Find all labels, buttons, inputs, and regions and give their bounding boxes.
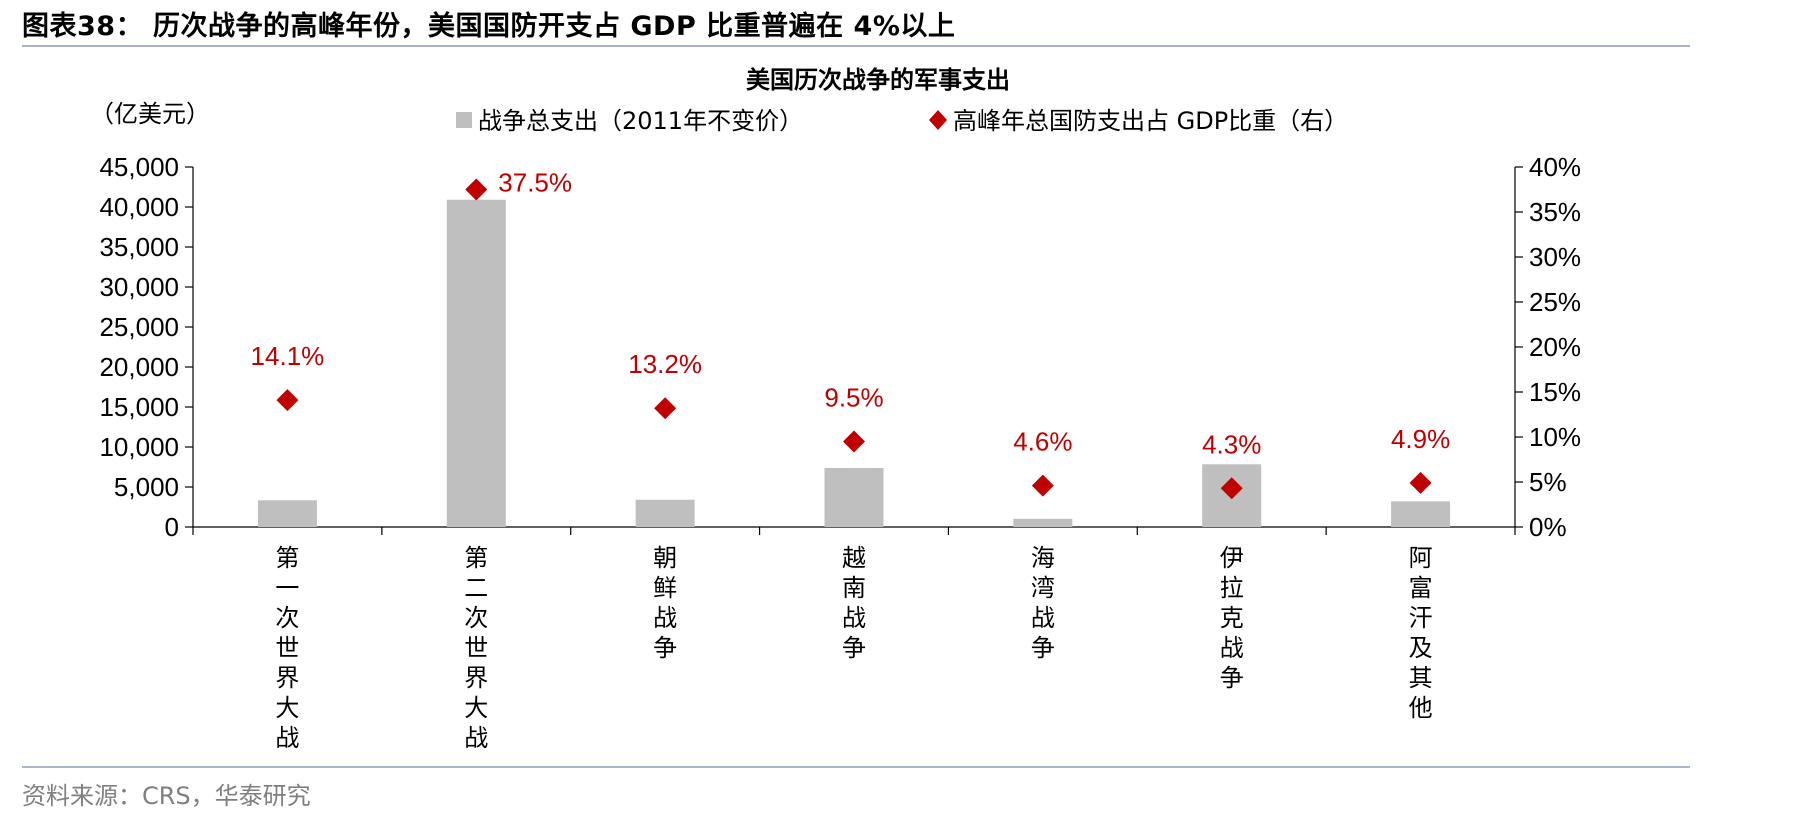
left-axis-tick-label: 0 [165, 512, 179, 542]
data-label: 37.5% [498, 168, 572, 198]
data-label: 13.2% [628, 349, 702, 379]
legend-diamond-label: 高峰年总国防支出占 GDP比重（右） [953, 107, 1348, 135]
right-axis-tick-label: 25% [1529, 287, 1581, 317]
category-label: 越南战争 [842, 544, 866, 662]
data-label: 4.9% [1391, 424, 1450, 454]
bar [1013, 518, 1073, 527]
right-axis-tick-label: 20% [1529, 332, 1581, 362]
left-axis-tick-label: 20,000 [99, 352, 179, 382]
diamond-marker [465, 178, 488, 201]
diamond-marker [1409, 471, 1432, 494]
category-label: 阿富汗及其他 [1409, 544, 1433, 722]
bar [824, 467, 884, 527]
diamond-marker [1220, 477, 1243, 500]
diamond-marker [843, 430, 865, 453]
bar [635, 499, 695, 527]
diamond-marker [1031, 474, 1054, 497]
left-axis-tick-label: 10,000 [99, 432, 179, 462]
category-label: 第一次世界大战 [275, 544, 299, 752]
bar [446, 199, 506, 527]
bar [257, 500, 317, 527]
category-label: 朝鲜战争 [653, 544, 677, 662]
left-axis-tick-label: 45,000 [99, 152, 179, 182]
legend-bar-swatch [456, 112, 472, 128]
figure-title: 图表38： 历次战争的高峰年份，美国国防开支占 GDP 比重普遍在 4%以上 [22, 11, 956, 42]
bar-series [257, 199, 1451, 527]
left-axis-unit-label: （亿美元） [90, 100, 210, 128]
legend: 战争总支出（2011年不变价） 高峰年总国防支出占 GDP比重（右） [456, 107, 1348, 135]
right-axis-tick-label: 0% [1529, 512, 1567, 542]
diamond-marker [276, 389, 299, 412]
left-axis-tick-label: 15,000 [99, 392, 179, 422]
diamond-marker [654, 397, 677, 420]
data-label: 9.5% [824, 383, 883, 413]
right-axis-tick-label: 35% [1529, 197, 1581, 227]
data-label: 4.6% [1013, 427, 1072, 457]
chart-title: 美国历次战争的军事支出 [746, 66, 1010, 94]
left-axis-tick-label: 35,000 [99, 232, 179, 262]
bottom-rule [22, 766, 1690, 768]
right-axis-tick-label: 15% [1529, 377, 1581, 407]
data-label: 14.1% [251, 341, 325, 371]
left-axis-tick-label: 30,000 [99, 272, 179, 302]
right-axis-tick-label: 40% [1529, 152, 1581, 182]
category-label: 第二次世界大战 [464, 544, 488, 752]
right-axis-tick-label: 30% [1529, 242, 1581, 272]
top-rule [22, 45, 1690, 47]
left-axis-tick-label: 5,000 [114, 472, 179, 502]
category-labels: 第一次世界大战 第二次世界大战 朝鲜战争 越南战争 海湾战争 伊拉克战争 阿富汗及其他 [275, 544, 1432, 752]
axes: 0 5,000 10,000 15,000 20,000 25,000 30,000 35,0… [99, 152, 1581, 542]
category-label: 伊拉克战争 [1220, 544, 1244, 692]
left-axis-tick-label: 25,000 [99, 312, 179, 342]
left-axis-tick-label: 40,000 [99, 192, 179, 222]
bar [1391, 501, 1451, 527]
source-note: 资料来源：CRS，华泰研究 [22, 782, 311, 810]
data-label: 4.3% [1202, 429, 1261, 459]
legend-bar-label: 战争总支出（2011年不变价） [478, 107, 803, 135]
right-axis-tick-label: 5% [1529, 467, 1567, 497]
marker-series: 14.1% 37.5% 13.2% 9.5% 4.6% 4.3% 4.9% [251, 168, 1450, 500]
category-label: 海湾战争 [1031, 544, 1055, 662]
right-axis-tick-label: 10% [1529, 422, 1581, 452]
legend-diamond-swatch [929, 110, 947, 130]
